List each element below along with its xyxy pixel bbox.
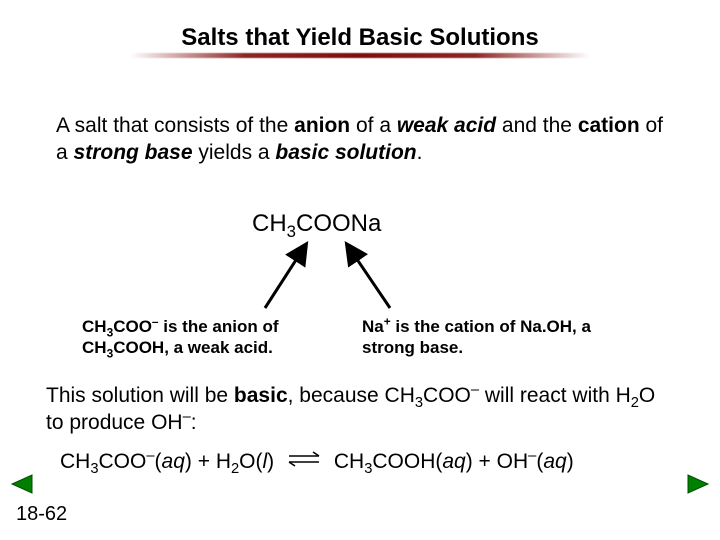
title-underline [130, 53, 590, 58]
prev-slide-button[interactable] [8, 473, 34, 500]
triangle-right-icon [686, 473, 712, 495]
intro-paragraph: A salt that consists of the anion of a w… [56, 112, 664, 167]
equilibrium-arrow-icon [286, 450, 322, 474]
triangle-left-icon [8, 473, 34, 495]
equation-right: CH3COOH(aq) + OH–(aq) [334, 450, 574, 473]
compound-formula: CH3COONa [252, 210, 381, 238]
equation-left: CH3COO–(aq) + H2O(l) [60, 450, 274, 473]
equation: CH3COO–(aq) + H2O(l) CH3COOH(aq) + OH–(a… [60, 450, 680, 474]
page-number: 18-62 [16, 503, 67, 526]
anion-label: CH3COO– is the anion of CH3COOH, a weak … [82, 316, 342, 359]
slide-page: Salts that Yield Basic Solutions A salt … [0, 0, 720, 540]
split-arrows [250, 240, 420, 310]
slide-title: Salts that Yield Basic Solutions [181, 24, 538, 52]
cation-label: Na+ is the cation of Na.OH, a strong bas… [362, 316, 602, 359]
conclusion-paragraph: This solution will be basic, because CH3… [46, 382, 674, 437]
next-slide-button[interactable] [686, 473, 712, 500]
